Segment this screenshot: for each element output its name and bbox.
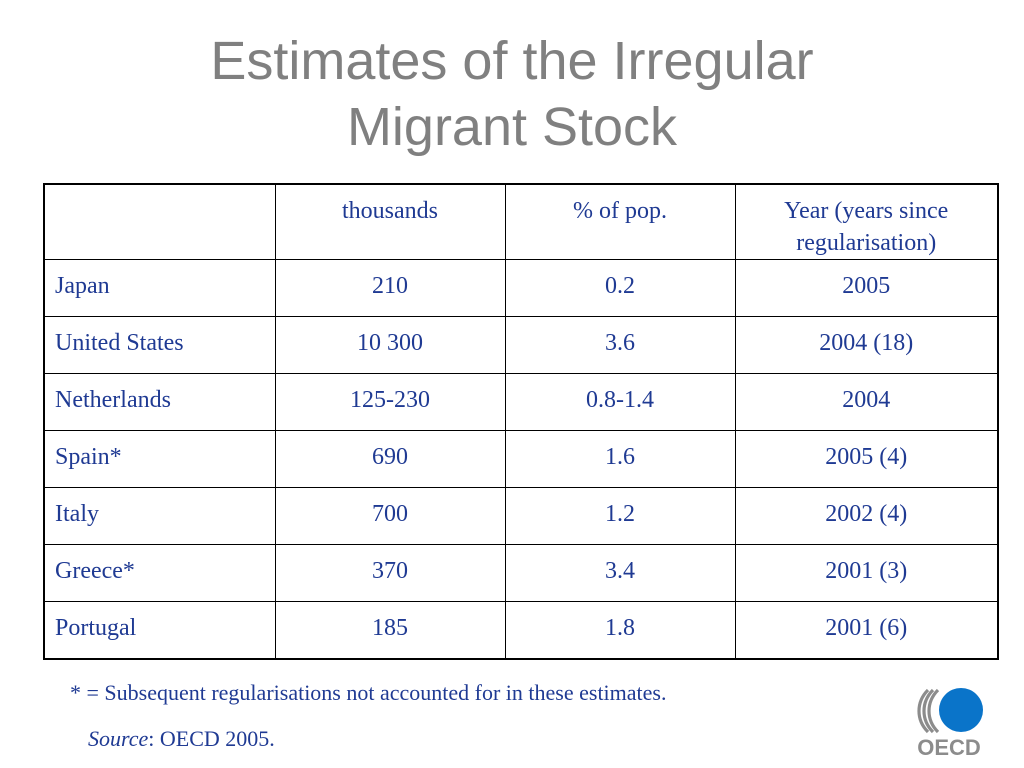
oecd-wordmark: OECD (917, 735, 981, 758)
table-row: Netherlands 125-230 0.8-1.4 2004 (43, 373, 999, 431)
table-row: Spain* 690 1.6 2005 (4) (43, 430, 999, 488)
cell-percent-pop: 0.8-1.4 (504, 373, 736, 431)
cell-country: Spain* (43, 430, 276, 488)
cell-year: 2004 (18) (734, 316, 999, 374)
slide-title-line-2: Migrant Stock (346, 97, 678, 157)
cell-year: 2004 (734, 373, 999, 431)
cell-thousands: 700 (274, 487, 506, 545)
cell-country: Japan (43, 259, 276, 317)
cell-thousands: 10 300 (274, 316, 506, 374)
table-row: Greece* 370 3.4 2001 (3) (43, 544, 999, 602)
cell-thousands: 125-230 (274, 373, 506, 431)
cell-year: 2001 (3) (734, 544, 999, 602)
table-row: Japan 210 0.2 2005 (43, 259, 999, 317)
header-year: Year (years since regularisation) (734, 183, 999, 260)
cell-country: Italy (43, 487, 276, 545)
source-text: : OECD 2005. (148, 726, 275, 751)
cell-thousands: 185 (274, 601, 506, 659)
migrant-stock-table: thousands % of pop. Year (years since re… (43, 183, 999, 660)
cell-year: 2002 (4) (734, 487, 999, 545)
cell-thousands: 210 (274, 259, 506, 317)
header-country (43, 183, 276, 260)
cell-percent-pop: 1.8 (504, 601, 736, 659)
slide-title-line-1: Estimates of the Irregular (210, 31, 814, 91)
cell-year: 2005 (734, 259, 999, 317)
header-percent-pop: % of pop. (504, 183, 736, 260)
cell-country: United States (43, 316, 276, 374)
oecd-logo: OECD (917, 688, 983, 758)
cell-percent-pop: 3.4 (504, 544, 736, 602)
cell-percent-pop: 3.6 (504, 316, 736, 374)
cell-country: Netherlands (43, 373, 276, 431)
cell-percent-pop: 1.2 (504, 487, 736, 545)
cell-year: 2005 (4) (734, 430, 999, 488)
cell-percent-pop: 0.2 (504, 259, 736, 317)
cell-year: 2001 (6) (734, 601, 999, 659)
cell-thousands: 370 (274, 544, 506, 602)
source-note: Source: OECD 2005. (88, 726, 275, 752)
source-label: Source (88, 726, 149, 751)
slide-title: Estimates of the Irregular Migrant Stock (0, 28, 1024, 160)
table-row: Italy 700 1.2 2002 (4) (43, 487, 999, 545)
table-row: United States 10 300 3.6 2004 (18) (43, 316, 999, 374)
footnote: * = Subsequent regularisations not accou… (70, 680, 667, 705)
cell-country: Greece* (43, 544, 276, 602)
cell-thousands: 690 (274, 430, 506, 488)
cell-percent-pop: 1.6 (504, 430, 736, 488)
table-row: Portugal 185 1.8 2001 (6) (43, 601, 999, 659)
table-header-row: thousands % of pop. Year (years since re… (43, 183, 999, 260)
header-thousands: thousands (274, 183, 506, 260)
cell-country: Portugal (43, 601, 276, 659)
